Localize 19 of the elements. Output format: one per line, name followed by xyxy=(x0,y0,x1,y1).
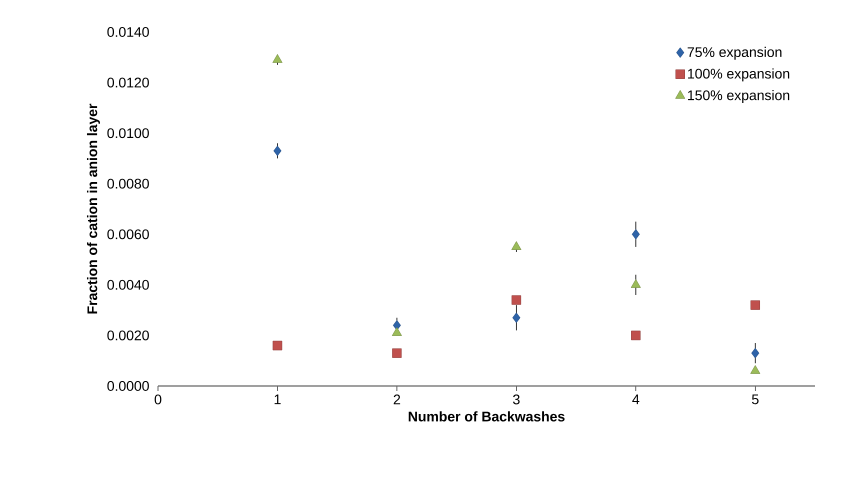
y-tick-label: 0.0060 xyxy=(107,229,149,240)
x-tick-label: 3 xyxy=(513,394,520,404)
y-axis-title: Fraction of cation in anion layer xyxy=(86,104,100,314)
x-tick-label: 1 xyxy=(274,394,281,404)
x-tick-label: 0 xyxy=(154,394,162,404)
y-tick-label: 0.0020 xyxy=(107,330,149,340)
y-tick-label: 0.0040 xyxy=(107,280,149,290)
x-tick-label: 5 xyxy=(752,394,759,404)
y-tick-label: 0.0000 xyxy=(107,381,149,391)
y-tick-label: 0.0120 xyxy=(107,78,149,88)
x-axis-title: Number of Backwashes xyxy=(408,411,565,422)
y-tick-label: 0.0140 xyxy=(107,27,149,37)
y-tick-label: 0.0080 xyxy=(107,178,149,189)
x-tick-label: 2 xyxy=(394,394,400,404)
legend-label: 150% expansion xyxy=(688,90,790,103)
y-tick-label: 0.0100 xyxy=(107,128,149,138)
x-tick-label: 4 xyxy=(632,394,640,404)
legend-label: 75% expansion xyxy=(688,46,782,60)
legend-label: 100% expansion xyxy=(688,68,790,82)
